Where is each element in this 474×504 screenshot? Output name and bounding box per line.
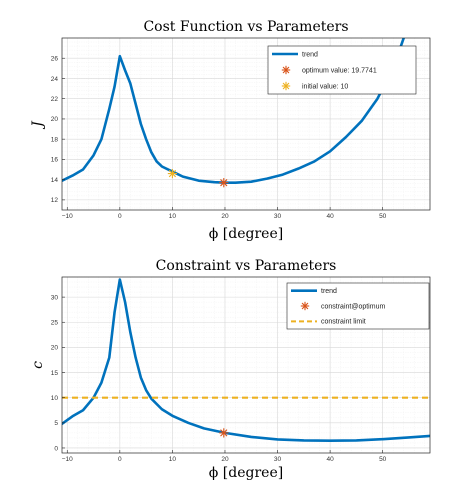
legend: trend constraint@optimum constraint limit	[286, 282, 430, 330]
asterisk-marker	[219, 178, 229, 188]
y-tick-label: 5	[54, 420, 58, 427]
y-tick-label: 30	[51, 294, 59, 301]
legend-label: constraint limit	[321, 319, 366, 326]
legend-label: initial value: 10	[302, 83, 348, 90]
y-tick-label: 14	[51, 177, 59, 184]
legend-swatch-asterisk	[281, 81, 291, 91]
y-axis-label: J	[30, 120, 46, 130]
x-tick-label: 40	[326, 456, 334, 463]
x-tick-label: 0	[118, 213, 122, 220]
y-tick-label: 20	[51, 345, 59, 352]
x-tick-label: 30	[274, 213, 282, 220]
y-tick-label: 16	[51, 157, 59, 164]
x-tick-label: 0	[118, 456, 122, 463]
y-tick-label: 12	[51, 197, 59, 204]
y-tick-label: 26	[51, 56, 59, 63]
y-tick-label: 24	[51, 76, 59, 83]
x-tick-label: −10	[62, 456, 73, 463]
y-tick-label: 15	[51, 370, 59, 377]
y-tick-label: 10	[51, 395, 59, 402]
legend-swatch-asterisk	[300, 301, 310, 311]
x-tick-label: −10	[62, 213, 73, 220]
y-tick-label: 25	[51, 320, 59, 327]
legend-label: constraint@optimum	[321, 303, 385, 310]
chart-title: Cost Function vs Parameters	[143, 19, 348, 35]
cost-function-panel: Cost Function vs Parameters −10 0 10 20 30 40…	[30, 19, 431, 242]
y-tick-label: 20	[51, 116, 59, 123]
legend-label: optimum value: 19.7741	[302, 67, 377, 74]
x-tick-label: 50	[379, 213, 387, 220]
legend-swatch-asterisk	[281, 65, 291, 75]
constraint-panel: Constraint vs Parameters −10 0 10 20 30 40 50 0…	[30, 258, 431, 481]
x-tick-label: 40	[326, 213, 334, 220]
legend-label: trend	[321, 288, 337, 295]
legend: trend optimum value: 19.7741 initial value…	[267, 45, 417, 95]
x-tick-label: 20	[221, 456, 229, 463]
x-axis-label: ϕ [degree]	[209, 465, 283, 481]
x-tick-label: 20	[221, 213, 229, 220]
y-tick-label: 22	[51, 96, 59, 103]
y-axis-label: c	[30, 361, 46, 369]
asterisk-marker	[219, 428, 229, 438]
x-tick-label: 10	[169, 456, 177, 463]
x-tick-label: 50	[379, 456, 387, 463]
x-tick-label: 10	[169, 213, 177, 220]
y-tick-label: 18	[51, 136, 59, 143]
x-axis-label: ϕ [degree]	[209, 226, 283, 242]
x-tick-label: 30	[274, 456, 282, 463]
legend-label: trend	[302, 51, 318, 58]
axes-box	[61, 276, 431, 454]
trend-line	[62, 278, 430, 442]
chart-title: Constraint vs Parameters	[156, 258, 337, 274]
axes-box	[61, 37, 431, 211]
asterisk-marker	[167, 168, 177, 179]
y-tick-label: 0	[54, 445, 58, 452]
